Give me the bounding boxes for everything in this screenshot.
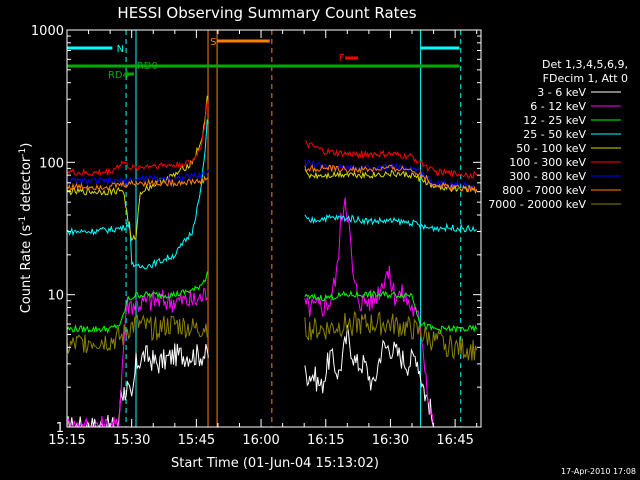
x-tick-label: 15:15 — [48, 433, 85, 448]
series-line — [66, 119, 477, 270]
plot-frame — [66, 29, 482, 428]
legend-header-2: FDecim 1, Att 0 — [543, 72, 628, 85]
series-line — [66, 101, 478, 179]
series-line — [66, 310, 478, 361]
flag-label: F — [339, 53, 345, 64]
legend-entry-label: 800 - 7000 keV — [502, 184, 586, 197]
flag-bar — [67, 64, 460, 68]
flag-label: RD0 — [137, 61, 158, 72]
legend-header-1: Det 1,3,4,5,6,9, — [542, 58, 628, 71]
legend-entry-label: 100 - 300 keV — [509, 156, 586, 169]
y-tick-label: 1 — [56, 421, 64, 436]
flag-bar — [420, 46, 460, 50]
legend-entry-label: 300 - 800 keV — [509, 170, 586, 183]
legend-entry-label: 50 - 100 keV — [516, 142, 586, 155]
flag-bar — [217, 39, 270, 43]
flag-bar — [345, 56, 359, 60]
series-line — [66, 270, 478, 334]
x-axis-label: Start Time (01-Jun-04 15:13:02) — [171, 456, 379, 471]
series-line — [66, 95, 478, 242]
legend-entry-label: 25 - 50 keV — [523, 128, 586, 141]
x-tick-label: 16:00 — [242, 433, 279, 448]
legend-entry-label: 3 - 6 keV — [537, 86, 586, 99]
y-tick-label: 1000 — [31, 24, 64, 39]
flag-label: RD4 — [108, 70, 129, 81]
flag-bar — [125, 72, 134, 76]
legend-entry-label: 6 - 12 keV — [530, 100, 586, 113]
legend-entry-label: 7000 - 20000 keV — [488, 198, 586, 211]
flag-bar — [67, 46, 113, 50]
x-tick-label: 15:45 — [178, 433, 215, 448]
x-tick-label: 15:30 — [113, 433, 150, 448]
flag-label: S — [210, 37, 216, 48]
y-axis-label: Count Rate (s-1 detector-1) — [18, 143, 34, 314]
y-tick-label: 10 — [47, 289, 64, 304]
series-line — [66, 163, 478, 194]
x-tick-label: 16:15 — [307, 433, 344, 448]
legend-entry-label: 12 - 25 keV — [523, 114, 586, 127]
x-tick-label: 16:45 — [436, 433, 473, 448]
chart-title: HESSI Observing Summary Count Rates — [117, 4, 416, 22]
flag-label: N — [117, 44, 124, 55]
x-tick-label: 16:30 — [372, 433, 409, 448]
footer-date: 17-Apr-2010 17:08 — [561, 467, 636, 476]
y-tick-label: 100 — [39, 156, 64, 171]
